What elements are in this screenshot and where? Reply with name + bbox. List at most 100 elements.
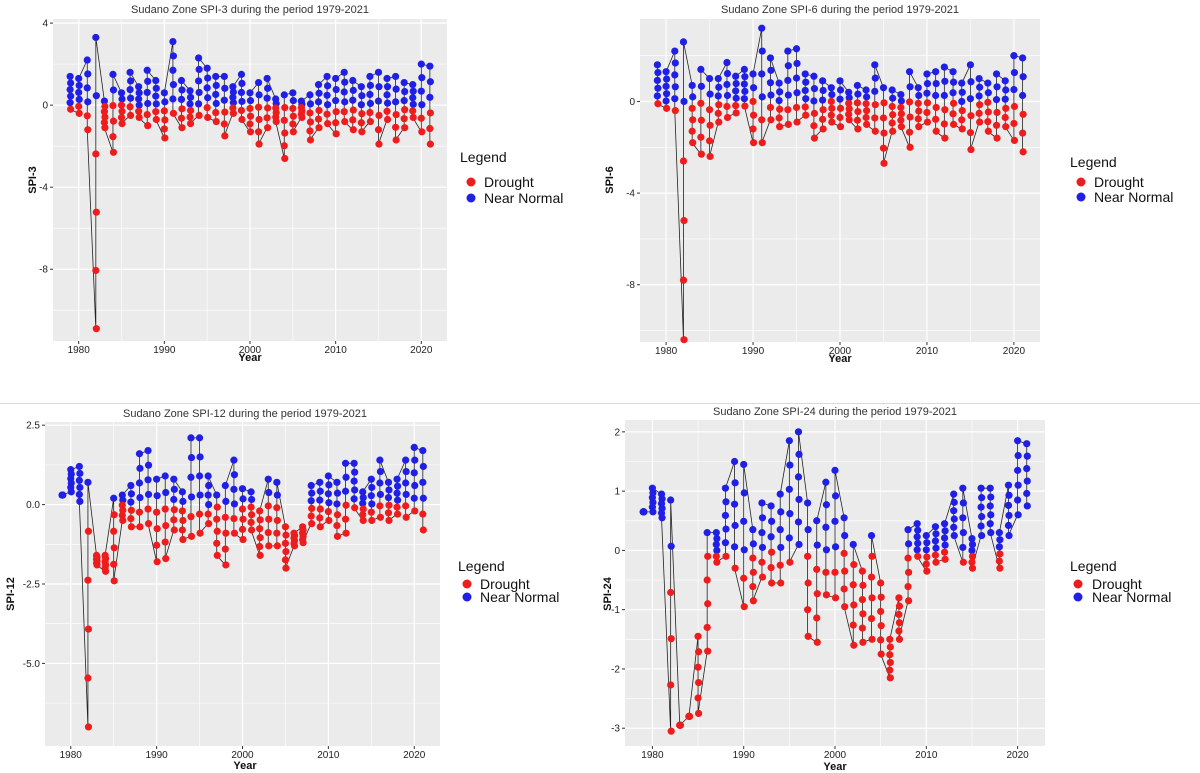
- drought-point: [923, 108, 931, 117]
- near-normal-point: [689, 93, 697, 101]
- drought-point: [877, 607, 885, 616]
- drought-point: [867, 614, 876, 623]
- near-normal-point: [813, 517, 821, 525]
- near-normal-point: [195, 100, 203, 108]
- near-normal-point: [758, 47, 766, 55]
- drought-point: [127, 523, 135, 531]
- near-normal-point: [995, 529, 1003, 537]
- near-normal-point: [135, 450, 144, 458]
- near-normal-point: [767, 533, 775, 541]
- near-normal-point: [1002, 86, 1010, 94]
- drought-point: [273, 504, 281, 512]
- near-normal-point: [732, 94, 740, 102]
- drought-point: [289, 128, 297, 136]
- near-normal-point: [679, 38, 688, 46]
- drought-point: [995, 557, 1003, 565]
- near-normal-point: [915, 91, 923, 100]
- near-normal-point: [417, 87, 425, 95]
- near-normal-point: [777, 508, 785, 516]
- near-normal-point: [126, 85, 134, 94]
- drought-point: [831, 594, 840, 602]
- drought-point: [366, 117, 375, 126]
- drought-point: [863, 120, 871, 128]
- drought-point: [135, 508, 144, 516]
- near-normal-point: [351, 486, 359, 494]
- drought-point: [671, 107, 679, 115]
- drought-point: [256, 542, 264, 551]
- drought-point: [127, 514, 135, 523]
- near-normal-point: [383, 91, 391, 99]
- near-normal-point: [897, 97, 905, 105]
- near-normal-point: [316, 478, 324, 486]
- legend-near-normal-swatch: [1076, 192, 1086, 202]
- near-normal-point: [949, 89, 957, 97]
- drought-point: [784, 120, 792, 128]
- near-normal-point: [967, 78, 975, 86]
- near-normal-point: [237, 70, 246, 78]
- near-normal-point: [867, 531, 876, 540]
- legend-drought-swatch: [466, 177, 476, 187]
- drought-point: [315, 106, 323, 115]
- drought-point: [914, 99, 922, 107]
- near-normal-point: [940, 91, 948, 100]
- near-normal-point: [402, 467, 410, 476]
- legend-title: Legend: [460, 149, 507, 165]
- drought-point: [359, 516, 367, 525]
- near-normal-point: [905, 68, 914, 76]
- drought-point: [306, 118, 315, 126]
- near-normal-point: [67, 79, 75, 87]
- near-normal-point: [993, 83, 1001, 91]
- drought-point: [384, 509, 393, 517]
- near-normal-point: [315, 89, 323, 97]
- near-normal-point: [333, 478, 341, 486]
- near-normal-point: [836, 77, 844, 85]
- near-normal-point: [978, 513, 986, 521]
- drought-point: [996, 550, 1004, 558]
- drought-point: [117, 113, 126, 122]
- near-normal-point: [758, 70, 766, 78]
- near-normal-point: [986, 484, 994, 492]
- drought-point: [694, 632, 702, 640]
- drought-point: [976, 118, 984, 126]
- near-normal-point: [393, 475, 401, 483]
- drought-point: [862, 113, 870, 122]
- near-normal-point: [238, 79, 246, 87]
- near-normal-point: [314, 98, 323, 106]
- near-normal-point: [67, 488, 75, 496]
- near-normal-point: [649, 508, 657, 516]
- drought-point: [836, 123, 845, 131]
- near-normal-point: [237, 88, 246, 97]
- near-normal-point: [1023, 452, 1031, 460]
- near-normal-point: [871, 74, 879, 82]
- near-normal-point: [411, 456, 419, 464]
- drought-point: [915, 107, 923, 115]
- drought-point: [749, 597, 757, 605]
- drought-point: [932, 103, 940, 112]
- drought-point: [732, 101, 740, 110]
- near-normal-point: [127, 490, 135, 498]
- x-tick-label: 2020: [410, 345, 433, 356]
- x-axis-title: Year: [238, 352, 262, 364]
- drought-point: [845, 105, 853, 113]
- near-normal-point: [84, 98, 92, 106]
- near-normal-point: [740, 489, 748, 497]
- drought-point: [263, 114, 271, 122]
- drought-point: [323, 110, 331, 118]
- drought-point: [731, 564, 739, 572]
- drought-point: [280, 142, 288, 150]
- drought-point: [704, 647, 712, 655]
- near-normal-point: [143, 66, 151, 74]
- drought-point: [828, 104, 836, 112]
- drought-point: [385, 516, 393, 525]
- near-normal-point: [978, 494, 986, 502]
- drought-point: [383, 107, 391, 115]
- near-normal-point: [144, 446, 152, 455]
- near-normal-point: [117, 89, 126, 97]
- near-normal-point: [941, 541, 949, 549]
- drought-point: [246, 120, 254, 128]
- drought-point: [306, 127, 314, 135]
- drought-point: [776, 561, 784, 569]
- drought-point: [186, 106, 195, 115]
- drought-point: [813, 590, 821, 598]
- drought-point: [804, 552, 812, 560]
